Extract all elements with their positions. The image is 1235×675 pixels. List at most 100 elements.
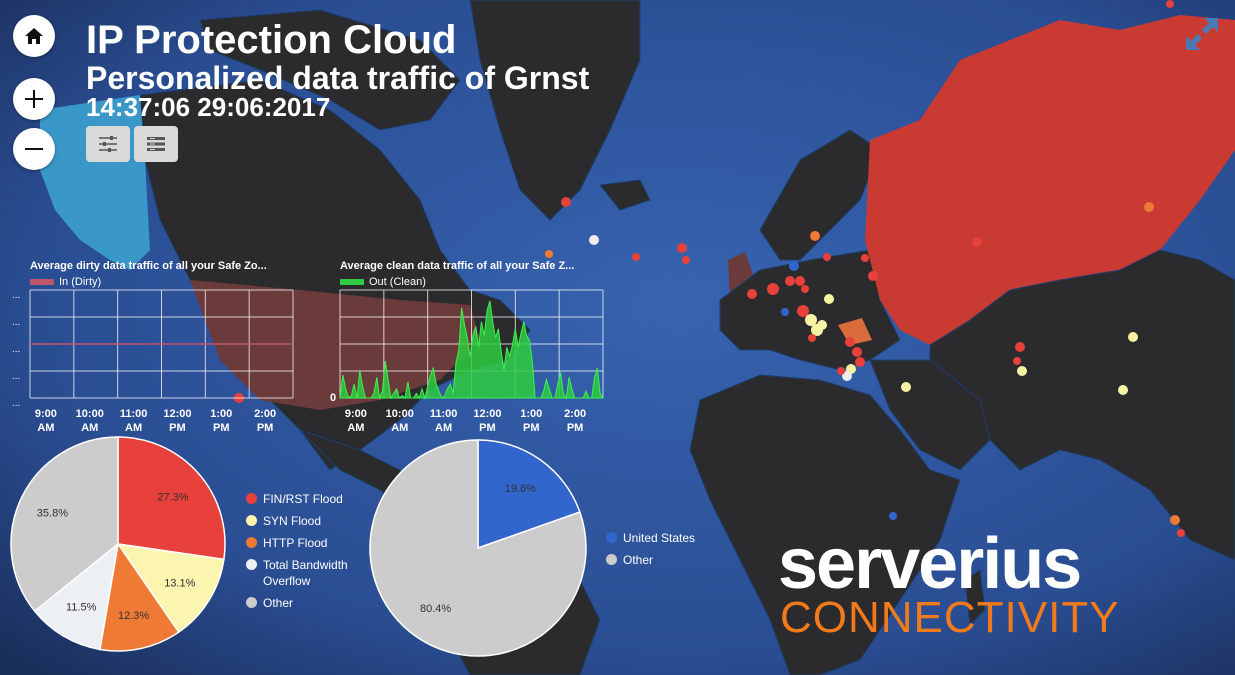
madagascar xyxy=(964,569,986,627)
pie-slice[interactable] xyxy=(33,542,120,651)
x-tick-label: 12:00 xyxy=(163,408,191,420)
page-title: IP Protection Cloud xyxy=(86,18,457,62)
sliders-icon xyxy=(99,136,117,152)
legend-label: United States xyxy=(623,531,696,545)
legend-item[interactable]: FIN/RST Flood xyxy=(246,491,348,507)
clean-chart-legend[interactable]: Out (Clean) xyxy=(340,276,426,288)
x-tick-label-period: PM xyxy=(257,422,274,434)
clean-legend-label: Out (Clean) xyxy=(369,276,426,288)
legend-label: Total Bandwidth Overflow xyxy=(263,558,348,588)
attack-dot xyxy=(852,347,862,357)
page-subtitle: Personalized data traffic of Grnst xyxy=(86,60,590,96)
pie-slice[interactable] xyxy=(10,436,119,613)
attack-dot xyxy=(632,253,640,261)
attack-dot xyxy=(1013,357,1021,365)
attack-dot xyxy=(845,337,855,347)
pie-slice[interactable] xyxy=(369,439,587,657)
x-tick-label-period: AM xyxy=(435,422,452,434)
x-tick-label: 11:00 xyxy=(120,408,148,420)
legend-item[interactable]: Other xyxy=(606,552,695,568)
pie-slice[interactable] xyxy=(116,543,225,634)
turkey-highlight xyxy=(838,318,872,345)
pie-slice-label: 80.4% xyxy=(420,603,451,615)
dirty-chart-title: Average dirty data traffic of all your S… xyxy=(30,260,267,272)
pie-slice-label: 27.3% xyxy=(157,491,188,503)
x-tick-label-period: PM xyxy=(213,422,230,434)
x-tick-label: 9:00 xyxy=(35,408,57,420)
legend-item[interactable]: SYN Flood xyxy=(246,513,348,529)
russia-highlight xyxy=(865,15,1235,345)
attack-type-legend[interactable]: FIN/RST Flood SYN Flood HTTP Flood Total Ba… xyxy=(246,491,348,617)
expand-icon xyxy=(1186,18,1218,50)
legend-item[interactable]: HTTP Flood xyxy=(246,535,348,551)
plus-icon xyxy=(25,90,43,108)
x-tick-label: 11:00 xyxy=(430,408,458,420)
pie-slice-label: 11.5% xyxy=(66,602,97,614)
x-tick-label-period: AM xyxy=(125,422,142,434)
canada-arctic xyxy=(199,9,461,131)
x-tick-label: 1:00 xyxy=(520,408,542,420)
home-button[interactable] xyxy=(13,15,55,57)
attack-dot xyxy=(1017,366,1027,376)
clean-traffic-chart[interactable]: 0 9:00 AM 10:00 AM 11:00 AM 12:00 PM 1:00 PM 2:00 PM xyxy=(310,285,610,435)
x-tick-label-period: AM xyxy=(37,422,54,434)
x-tick-label: 9:00 xyxy=(345,408,367,420)
x-tick-label: 1:00 xyxy=(210,408,232,420)
attack-dot xyxy=(797,305,809,317)
x-tick-label-period: PM xyxy=(169,422,186,434)
attack-dot xyxy=(808,334,816,342)
country-legend[interactable]: United States Other xyxy=(606,530,695,574)
dirty-traffic-chart[interactable]: ............... 9:00 AM 10:00 AM 11:00 AM 12:00… xyxy=(0,285,300,435)
attack-dot xyxy=(801,285,809,293)
attack-dot xyxy=(1144,202,1154,212)
attack-dot xyxy=(842,371,852,381)
dirty-legend-label: In (Dirty) xyxy=(59,276,102,288)
x-tick-label: 10:00 xyxy=(76,408,104,420)
x-tick-label-period: PM xyxy=(479,422,496,434)
attack-dot xyxy=(889,512,897,520)
x-tick-label: 2:00 xyxy=(564,408,586,420)
legend-item[interactable]: United States xyxy=(606,530,695,546)
attack-dot xyxy=(823,253,831,261)
usa-highlight xyxy=(190,280,480,410)
attack-dot xyxy=(901,382,911,392)
legend-dot xyxy=(606,532,617,543)
x-tick-label-period: AM xyxy=(81,422,98,434)
y-tick-label: ... xyxy=(12,290,20,301)
attack-dot xyxy=(837,367,845,375)
attack-dot xyxy=(855,357,865,367)
fullscreen-button[interactable] xyxy=(1182,14,1222,54)
dirty-legend-swatch xyxy=(30,279,54,285)
attack-dot xyxy=(781,308,789,316)
series-area[interactable] xyxy=(339,300,604,400)
pie-slice[interactable] xyxy=(117,436,226,561)
legend-label: HTTP Flood xyxy=(263,536,328,550)
legend-dot xyxy=(246,493,257,504)
x-tick-label-period: AM xyxy=(391,422,408,434)
attack-dot xyxy=(1118,385,1128,395)
list-button[interactable] xyxy=(134,126,178,162)
clean-chart-title: Average clean data traffic of all your S… xyxy=(340,260,575,272)
brand-line2: CONNECTIVITY xyxy=(780,593,1120,642)
filter-button[interactable] xyxy=(86,126,130,162)
dirty-chart-legend[interactable]: In (Dirty) xyxy=(30,276,101,288)
zoom-out-button[interactable] xyxy=(13,128,55,170)
x-tick-label-period: PM xyxy=(567,422,584,434)
attack-dot xyxy=(1177,529,1185,537)
y-tick-label: ... xyxy=(12,398,20,409)
zoom-in-button[interactable] xyxy=(13,78,55,120)
attack-dot xyxy=(1166,0,1174,8)
y-tick-label: ... xyxy=(12,344,20,355)
scandinavia xyxy=(759,129,881,261)
pie-slice[interactable] xyxy=(99,542,180,652)
x-tick-label-period: PM xyxy=(523,422,540,434)
attack-type-pie[interactable]: 27.3% 13.1% 12.3% 11.5% 35.8% xyxy=(0,435,240,675)
attack-dot xyxy=(785,276,795,286)
pie-slice-label: 19.6% xyxy=(505,483,536,495)
attack-dot xyxy=(810,231,820,241)
attack-dot xyxy=(1170,515,1180,525)
legend-item[interactable]: Total Bandwidth Overflow xyxy=(246,557,348,589)
country-pie[interactable]: 19.6% 80.4% xyxy=(360,430,600,675)
legend-item[interactable]: Other xyxy=(246,595,348,611)
minus-icon xyxy=(25,148,43,150)
